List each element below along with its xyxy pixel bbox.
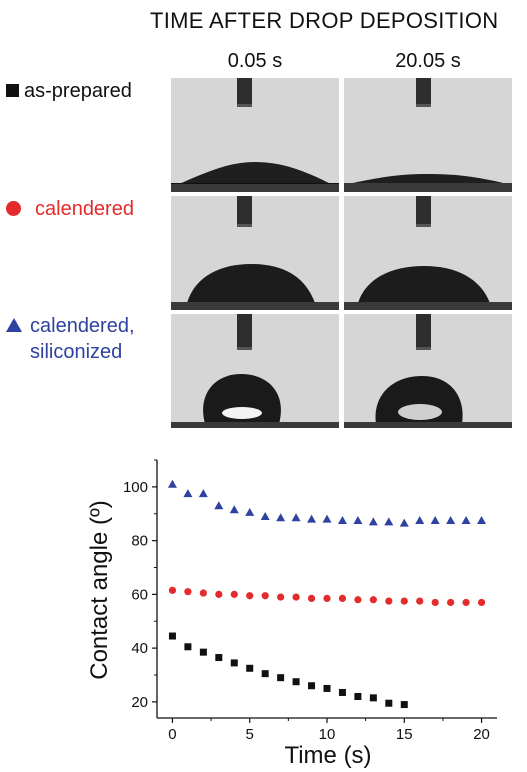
row-label-text: calendered	[35, 198, 134, 220]
data-point-circle	[369, 596, 377, 604]
data-point-circle	[477, 598, 486, 607]
data-point-square	[400, 701, 408, 709]
data-point-circle	[431, 598, 439, 607]
data-point-triangle	[461, 515, 471, 524]
y-tick-label: 60	[131, 586, 148, 603]
circle-icon	[6, 201, 21, 216]
y-tick-label: 100	[123, 479, 148, 496]
data-point-circle	[385, 597, 393, 605]
column-label-early: 0.05 s	[227, 50, 283, 72]
x-tick-label: 15	[396, 726, 413, 743]
row-label-calendered: calendered	[6, 198, 134, 221]
droplet-photo-as-prepared-late	[344, 78, 512, 192]
data-point-square	[308, 682, 316, 690]
data-point-triangle	[322, 514, 332, 523]
data-point-circle	[323, 594, 331, 603]
data-point-triangle	[167, 479, 177, 488]
data-point-square	[354, 693, 362, 700]
x-axis-title: Time (s)	[284, 742, 371, 769]
data-point-circle	[338, 594, 347, 603]
triangle-icon	[6, 318, 22, 332]
data-point-circle	[462, 598, 470, 607]
data-point-square	[199, 648, 207, 656]
data-point-square	[338, 688, 346, 696]
droplet-photo-calendered-early	[171, 196, 339, 310]
data-point-circle	[292, 593, 300, 601]
contact-angle-chart: 20 40 60 80 100 0 5 10 15 20 Contact angle (º) Ti…	[86, 459, 497, 769]
data-point-square	[230, 659, 238, 667]
data-point-triangle	[291, 513, 301, 522]
data-point-triangle	[229, 505, 239, 514]
data-point-circle	[184, 588, 192, 596]
row-label-text-line1: calendered,	[30, 315, 135, 337]
data-point-triangle	[214, 501, 224, 510]
data-point-triangle	[276, 513, 286, 522]
chart-axes: 20 40 60 80 100 0 5 10 15 20	[123, 459, 497, 743]
row-label-text-line2: siliconized	[30, 341, 123, 363]
data-point-triangle	[353, 515, 363, 524]
droplet-photo-siliconized-late	[344, 314, 512, 428]
figure-title: TIME AFTER DROP DEPOSITION	[150, 8, 499, 33]
data-point-circle	[261, 592, 269, 600]
data-point-square	[184, 643, 192, 651]
data-point-square	[246, 664, 254, 672]
data-point-circle	[168, 586, 177, 594]
data-point-square	[168, 632, 176, 640]
data-point-triangle	[384, 517, 394, 526]
data-point-triangle	[446, 515, 456, 524]
y-axis-title: Contact angle (º)	[86, 500, 113, 680]
data-point-square	[277, 674, 285, 682]
row-label-calendered-siliconized: calendered, siliconized	[6, 313, 135, 365]
droplet-photo-as-prepared-early	[171, 78, 339, 192]
data-point-square	[215, 654, 223, 662]
data-point-triangle	[307, 514, 317, 523]
data-point-triangle	[183, 489, 193, 498]
data-point-circle	[199, 589, 207, 597]
data-point-triangle	[415, 515, 425, 524]
square-icon	[6, 84, 19, 97]
data-point-square	[385, 699, 393, 707]
column-label-late: 20.05 s	[395, 50, 461, 72]
data-point-square	[323, 684, 331, 692]
row-label-as-prepared: as-prepared	[6, 80, 132, 103]
y-tick-label: 80	[131, 533, 148, 550]
data-point-triangle	[399, 518, 409, 527]
data-point-circle	[230, 590, 238, 598]
data-point-circle	[246, 592, 254, 600]
data-point-triangle	[337, 515, 347, 524]
data-point-circle	[307, 594, 316, 603]
data-point-circle	[277, 593, 285, 601]
data-point-triangle	[245, 507, 255, 516]
data-point-square	[292, 678, 300, 686]
data-point-triangle	[477, 515, 487, 524]
droplet-photo-siliconized-early	[171, 314, 339, 428]
droplet-photo-calendered-late	[344, 196, 512, 310]
data-point-circle	[400, 597, 408, 605]
chart-marks	[167, 479, 487, 709]
x-tick-label: 0	[168, 726, 176, 743]
row-label-text: as-prepared	[24, 80, 132, 102]
y-tick-label: 20	[131, 694, 148, 711]
data-point-circle	[215, 590, 223, 598]
y-tick-label: 40	[131, 640, 148, 657]
x-tick-label: 10	[319, 726, 336, 743]
data-point-triangle	[430, 515, 440, 524]
data-point-triangle	[260, 511, 270, 520]
data-point-circle	[416, 597, 424, 605]
x-tick-label: 5	[246, 726, 254, 743]
data-point-triangle	[368, 517, 378, 526]
data-point-circle	[354, 596, 362, 604]
data-point-circle	[447, 598, 455, 607]
data-point-square	[369, 694, 377, 702]
x-tick-label: 20	[473, 726, 490, 743]
data-point-triangle	[198, 489, 208, 498]
data-point-square	[261, 670, 269, 678]
